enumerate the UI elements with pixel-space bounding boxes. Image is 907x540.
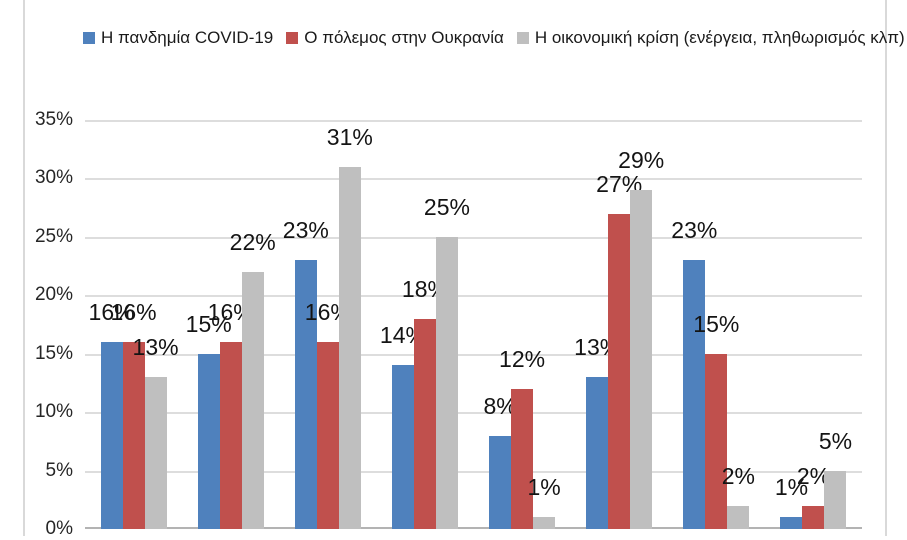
bar-label-covid-8: 1% [774, 474, 809, 501]
bar-ukraine-war-7 [705, 353, 728, 529]
legend-swatch-economic-crisis-icon [516, 32, 529, 44]
bar-ukraine-war-1 [122, 342, 145, 529]
legend-label-covid: Η πανδημία COVID-19 [101, 28, 274, 47]
legend-item-ukraine-war: Ο πόλεμος στην Ουκρανία [286, 28, 504, 48]
y-tick-label: 20% [34, 284, 73, 306]
bar-ukraine-war-5 [511, 388, 534, 529]
bar-covid-3 [294, 260, 317, 529]
gridline [85, 120, 862, 122]
bar-economic-crisis-5 [533, 517, 556, 529]
y-tick-label: 35% [34, 109, 73, 130]
bar-ukraine-war-8 [802, 505, 825, 529]
bar-covid-2 [197, 353, 220, 529]
bar-label-covid-3: 23% [282, 217, 329, 244]
bar-label-covid-1: 16% [88, 299, 135, 326]
y-tick-label: 10% [34, 401, 73, 423]
bar-economic-crisis-6 [630, 190, 653, 529]
bar-ukraine-war-3 [316, 342, 339, 529]
bar-label-economic-crisis-8: 5% [818, 427, 853, 454]
legend-item-covid: Η πανδημία COVID-19 [83, 28, 273, 48]
gridline [85, 295, 862, 298]
bar-covid-8 [780, 517, 803, 529]
bar-label-economic-crisis-5: 1% [527, 474, 561, 501]
bar-label-economic-crisis-1: 13% [132, 334, 179, 361]
gridline [85, 178, 862, 181]
gridline [85, 353, 862, 356]
plot-area: 16% 15% 23% 14% 8% 13% 23% 1% 16% 16% 16% 18% 12% 27%… [85, 120, 862, 529]
bar-covid-1 [100, 342, 123, 529]
legend-item-economic-crisis: Η οικονομική κρίση (ενέργεια, πληθωρισμό… [516, 28, 905, 48]
bar-label-covid-7: 23% [671, 217, 718, 244]
bar-covid-7 [683, 260, 706, 529]
chart-border-right [885, 0, 887, 536]
bar-ukraine-war-6 [608, 213, 631, 529]
bar-label-ukraine-war-5: 12% [499, 345, 546, 372]
gridline [85, 470, 862, 473]
y-tick-label: 15% [34, 342, 73, 364]
bar-economic-crisis-4 [435, 236, 458, 529]
bar-label-covid-2: 15% [185, 310, 232, 337]
bar-ukraine-war-4 [413, 318, 436, 529]
bar-economic-crisis-1 [144, 377, 167, 529]
legend-swatch-covid-icon [83, 32, 95, 44]
bar-covid-5 [489, 435, 512, 529]
y-tick-label: 25% [34, 225, 73, 247]
legend-label-economic-crisis: Η οικονομική κρίση (ενέργεια, πληθωρισμό… [534, 28, 905, 47]
bar-covid-6 [586, 377, 609, 529]
bar-label-economic-crisis-3: 31% [326, 123, 373, 150]
y-tick-label: 0% [45, 518, 73, 539]
bar-covid-4 [391, 365, 414, 529]
bar-economic-crisis-3 [338, 166, 361, 529]
gridline [85, 236, 862, 239]
bar-economic-crisis-7 [727, 505, 750, 529]
x-axis-line [85, 527, 862, 529]
y-tick-label: 5% [45, 459, 73, 481]
legend-label-ukraine-war: Ο πόλεμος στην Ουκρανία [304, 28, 504, 47]
bar-economic-crisis-8 [824, 470, 847, 529]
chart-legend: Η πανδημία COVID-19 Ο πόλεμος στην Ουκρα… [83, 28, 905, 48]
bar-label-ukraine-war-7: 15% [693, 310, 740, 337]
bar-label-economic-crisis-2: 22% [229, 228, 276, 255]
legend-swatch-ukraine-war-icon [286, 32, 299, 44]
bar-label-economic-crisis-6: 29% [618, 147, 665, 174]
bar-economic-crisis-2 [241, 271, 264, 529]
chart-border-left [23, 0, 25, 536]
bar-label-economic-crisis-7: 2% [721, 462, 755, 489]
bar-label-economic-crisis-4: 25% [423, 193, 470, 220]
bar-ukraine-war-2 [219, 342, 242, 529]
gridline [85, 412, 862, 415]
y-tick-label: 30% [34, 167, 73, 189]
bar-label-ukraine-war-1: 16% [110, 299, 157, 326]
